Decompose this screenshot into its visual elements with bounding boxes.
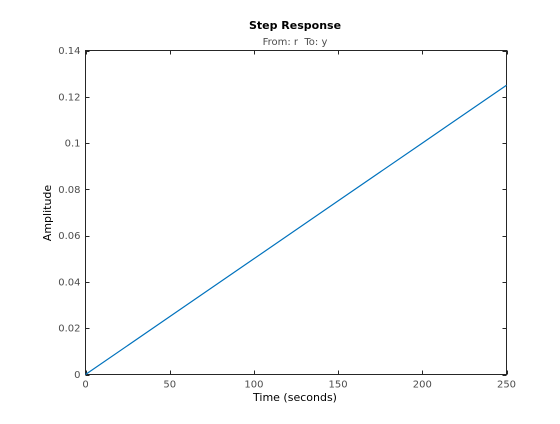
x-tick-label: 150	[329, 380, 348, 391]
tick-marks	[85, 50, 508, 376]
step-response-line	[85, 84, 507, 375]
y-tick-label: 0	[74, 370, 80, 381]
tick-labels: 0 50 100 150 200 250 0 0.02 0.04 0.06 0.08 0.1 0.12 0…	[58, 46, 516, 391]
y-tick-label: 0.12	[58, 92, 80, 103]
chart-subtitle: From: r To: y	[263, 37, 328, 48]
y-tick-label: 0.14	[58, 46, 80, 57]
y-tick-label: 0.02	[58, 324, 80, 335]
y-axis-label: Amplitude	[41, 185, 54, 242]
x-tick-label: 50	[163, 380, 176, 391]
x-tick-label: 200	[413, 380, 432, 391]
y-tick-label: 0.06	[58, 231, 80, 242]
x-tick-label: 250	[497, 380, 516, 391]
series-layer	[85, 84, 507, 375]
x-tick-label: 100	[244, 380, 263, 391]
x-tick-label: 0	[82, 380, 88, 391]
y-tick-label: 0.04	[58, 277, 80, 288]
chart-title: Step Response	[249, 19, 341, 32]
plot-area	[85, 50, 507, 375]
x-axis-label: Time (seconds)	[252, 391, 337, 404]
y-tick-label: 0.08	[58, 185, 80, 196]
y-tick-label: 0.1	[65, 139, 81, 150]
